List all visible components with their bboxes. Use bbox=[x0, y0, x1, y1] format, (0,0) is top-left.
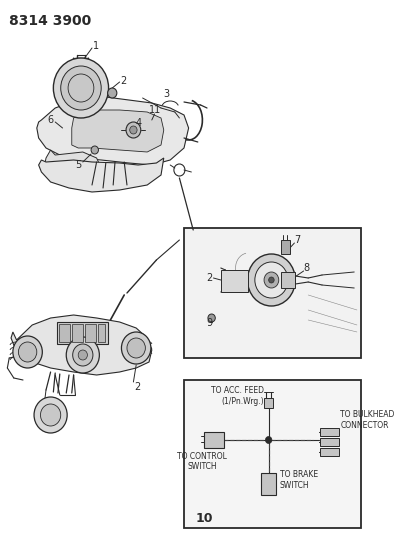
Bar bbox=[320, 448, 339, 456]
Circle shape bbox=[121, 332, 151, 364]
Circle shape bbox=[247, 254, 295, 306]
Circle shape bbox=[34, 397, 67, 433]
Bar bbox=[320, 428, 339, 436]
Text: 3: 3 bbox=[164, 89, 170, 99]
Bar bbox=[320, 438, 339, 446]
Circle shape bbox=[40, 404, 61, 426]
Text: 10: 10 bbox=[196, 512, 213, 524]
Circle shape bbox=[61, 66, 101, 110]
Text: 1: 1 bbox=[93, 41, 99, 51]
Bar bbox=[280, 240, 290, 254]
Bar bbox=[59, 324, 70, 342]
Text: 5: 5 bbox=[75, 160, 82, 170]
Circle shape bbox=[18, 342, 37, 362]
Bar bbox=[85, 324, 96, 342]
Circle shape bbox=[255, 262, 288, 298]
Bar bbox=[261, 473, 276, 495]
Text: 2: 2 bbox=[134, 382, 140, 392]
Polygon shape bbox=[72, 110, 164, 152]
Circle shape bbox=[208, 314, 215, 322]
Circle shape bbox=[78, 350, 87, 360]
Text: 2: 2 bbox=[120, 76, 127, 86]
Circle shape bbox=[265, 437, 272, 443]
Text: TO CONTROL
SWITCH: TO CONTROL SWITCH bbox=[178, 452, 227, 471]
Circle shape bbox=[91, 146, 99, 154]
Bar bbox=[221, 270, 249, 292]
Text: 2: 2 bbox=[206, 273, 212, 283]
Polygon shape bbox=[44, 150, 101, 178]
Text: 11: 11 bbox=[149, 105, 161, 115]
Polygon shape bbox=[39, 158, 164, 192]
Bar bbox=[184, 228, 361, 358]
Text: 6: 6 bbox=[48, 115, 54, 125]
Bar bbox=[204, 432, 225, 448]
Bar bbox=[57, 322, 108, 344]
Bar bbox=[280, 272, 295, 288]
Circle shape bbox=[108, 88, 117, 98]
Text: 8: 8 bbox=[304, 263, 310, 273]
Text: TO BRAKE
SWITCH: TO BRAKE SWITCH bbox=[280, 470, 318, 490]
Polygon shape bbox=[11, 315, 152, 375]
Text: 8314 3900: 8314 3900 bbox=[9, 14, 91, 28]
Bar bbox=[97, 324, 105, 342]
Text: TO ACC. FEED
(1/Pn.Wrg.): TO ACC. FEED (1/Pn.Wrg.) bbox=[211, 386, 264, 406]
Bar bbox=[72, 324, 83, 342]
Text: 4: 4 bbox=[135, 118, 141, 128]
Circle shape bbox=[66, 337, 99, 373]
Text: 7: 7 bbox=[294, 235, 301, 245]
Circle shape bbox=[73, 344, 93, 366]
Text: TO BULKHEAD
CONNECTOR: TO BULKHEAD CONNECTOR bbox=[340, 410, 395, 430]
Text: 9: 9 bbox=[206, 318, 212, 328]
Bar bbox=[184, 380, 361, 528]
Circle shape bbox=[53, 58, 109, 118]
Bar bbox=[264, 398, 273, 408]
Circle shape bbox=[127, 338, 145, 358]
Polygon shape bbox=[37, 97, 189, 165]
Circle shape bbox=[269, 277, 274, 283]
Circle shape bbox=[13, 336, 42, 368]
Circle shape bbox=[130, 126, 137, 134]
Circle shape bbox=[126, 122, 141, 138]
Circle shape bbox=[264, 272, 279, 288]
